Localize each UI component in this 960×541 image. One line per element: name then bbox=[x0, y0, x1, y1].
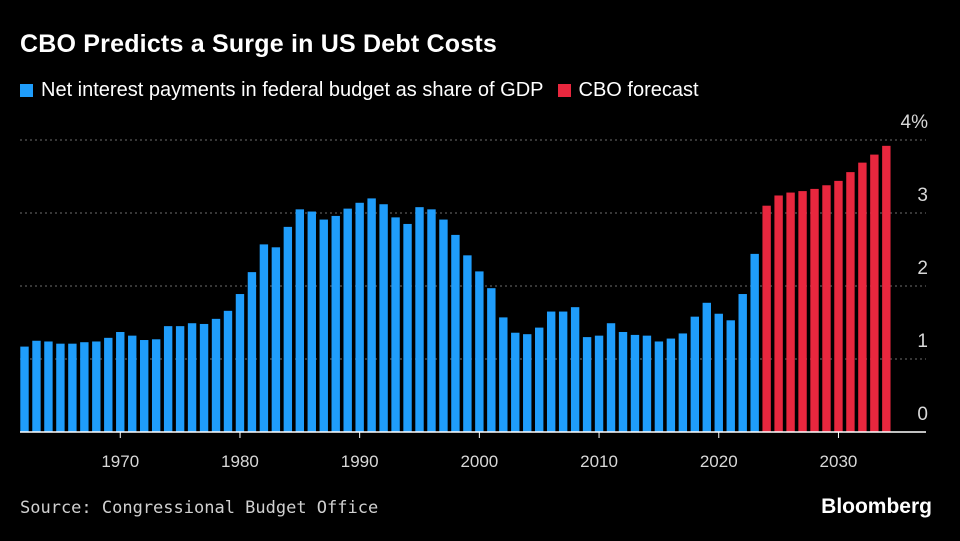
y-tick-label: 1 bbox=[917, 331, 928, 352]
bar bbox=[427, 209, 436, 432]
x-tick-label: 2020 bbox=[700, 452, 738, 471]
bar bbox=[726, 320, 735, 432]
bar bbox=[199, 323, 209, 432]
bar bbox=[523, 334, 532, 432]
bar bbox=[702, 302, 711, 432]
bar bbox=[295, 209, 305, 432]
bar bbox=[247, 272, 257, 432]
bar bbox=[822, 185, 831, 432]
chart-title: CBO Predicts a Surge in US Debt Costs bbox=[20, 30, 497, 58]
bloomberg-logo: Bloomberg bbox=[821, 495, 932, 518]
bar bbox=[128, 335, 137, 432]
bar bbox=[774, 195, 783, 432]
bar bbox=[68, 343, 77, 432]
source-note: Source: Congressional Budget Office bbox=[20, 498, 379, 518]
bar bbox=[654, 341, 664, 432]
y-tick-label: 3 bbox=[917, 185, 928, 206]
bar bbox=[786, 192, 795, 432]
bar bbox=[92, 341, 101, 432]
bar bbox=[151, 339, 161, 432]
bar bbox=[606, 323, 616, 432]
bar bbox=[175, 326, 185, 432]
bar bbox=[882, 145, 891, 432]
bar bbox=[80, 342, 89, 432]
x-tick-label: 2000 bbox=[460, 452, 498, 471]
bar bbox=[558, 311, 568, 432]
bar bbox=[499, 317, 508, 432]
bar bbox=[391, 217, 400, 432]
bar bbox=[846, 172, 855, 432]
bar bbox=[618, 331, 628, 432]
bar bbox=[666, 338, 676, 432]
bar bbox=[714, 313, 723, 432]
legend-label-cbo-forecast: CBO forecast bbox=[578, 79, 699, 101]
bar bbox=[331, 215, 340, 432]
bar bbox=[535, 327, 544, 432]
bar bbox=[594, 335, 604, 432]
bar bbox=[858, 162, 867, 432]
y-tick-label: 4% bbox=[901, 112, 929, 133]
bar bbox=[32, 340, 41, 432]
bar bbox=[690, 316, 700, 432]
legend-swatch-blue bbox=[20, 84, 33, 97]
bar bbox=[463, 255, 472, 432]
bar bbox=[343, 208, 352, 432]
bar bbox=[56, 343, 65, 432]
bar bbox=[307, 211, 316, 432]
bar bbox=[259, 244, 269, 432]
bar bbox=[738, 294, 747, 432]
bar bbox=[834, 180, 843, 432]
bar bbox=[403, 223, 412, 432]
legend-item-cbo-forecast: CBO forecast bbox=[557, 79, 699, 102]
legend-label-net-interest: Net interest payments in federal budget … bbox=[41, 79, 544, 101]
bar bbox=[44, 341, 53, 432]
x-tick-label: 1970 bbox=[101, 452, 139, 471]
bar bbox=[271, 247, 281, 432]
bar bbox=[140, 340, 149, 432]
bar bbox=[570, 307, 580, 432]
bar bbox=[582, 337, 592, 432]
y-tick-label: 0 bbox=[917, 404, 928, 425]
bar bbox=[187, 323, 197, 432]
bar bbox=[367, 198, 376, 432]
bar bbox=[355, 202, 364, 432]
legend-item-net-interest: Net interest payments in federal budget … bbox=[20, 79, 544, 102]
bar bbox=[20, 346, 29, 432]
x-tick-label: 2030 bbox=[820, 452, 858, 471]
bar bbox=[546, 311, 556, 432]
bar bbox=[810, 188, 819, 432]
bar bbox=[762, 205, 771, 432]
legend: Net interest payments in federal budget … bbox=[20, 79, 713, 102]
bar bbox=[511, 332, 520, 432]
bar bbox=[475, 271, 484, 432]
bar bbox=[211, 318, 221, 432]
bar bbox=[104, 337, 113, 432]
bar bbox=[439, 219, 448, 432]
bar bbox=[223, 310, 233, 432]
bar bbox=[798, 191, 807, 432]
x-tick-label: 1980 bbox=[221, 452, 259, 471]
bar bbox=[415, 207, 424, 432]
bar bbox=[283, 226, 293, 432]
bar bbox=[116, 331, 125, 432]
bar bbox=[487, 288, 496, 432]
bar bbox=[750, 253, 759, 432]
bar bbox=[870, 154, 879, 432]
bar bbox=[630, 334, 640, 432]
bar bbox=[235, 294, 245, 432]
y-tick-label: 2 bbox=[917, 258, 928, 279]
bar bbox=[379, 204, 388, 432]
x-tick-label: 2010 bbox=[580, 452, 618, 471]
bar bbox=[642, 335, 652, 432]
bar bbox=[163, 326, 173, 432]
x-tick-label: 1990 bbox=[341, 452, 379, 471]
legend-swatch-red bbox=[557, 84, 571, 97]
bar bbox=[451, 234, 460, 432]
bar bbox=[319, 219, 328, 432]
bar bbox=[678, 333, 688, 432]
